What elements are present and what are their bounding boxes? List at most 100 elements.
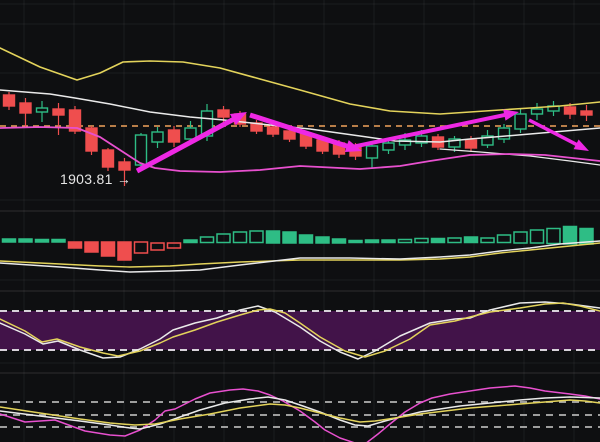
bull-histogram-bar	[463, 236, 479, 244]
bull-candle-body	[497, 127, 511, 140]
bear-candle-body	[167, 129, 181, 143]
bull-histogram-bar	[348, 239, 363, 244]
bear-candle-body	[19, 102, 32, 114]
bear-histogram-bar	[166, 242, 182, 249]
upper-band-line	[0, 47, 600, 115]
bear-candle-body	[563, 106, 577, 115]
bull-histogram-bar	[546, 227, 561, 245]
candle	[19, 98, 32, 128]
bear-candle-body	[101, 149, 115, 168]
bull-histogram-bar	[51, 238, 66, 243]
candle	[365, 143, 379, 168]
bull-histogram-bar	[265, 230, 281, 244]
mid-band-line	[0, 89, 600, 143]
bull-histogram-bar	[513, 231, 528, 244]
bull-histogram-bar	[298, 234, 314, 244]
candle	[217, 106, 230, 124]
bull-histogram-bar	[216, 233, 231, 244]
bear-candle-body	[52, 108, 65, 116]
bear-histogram-bar	[117, 241, 132, 261]
candle	[68, 106, 82, 134]
candle	[497, 124, 511, 143]
volume-pane[interactable]	[0, 225, 600, 273]
trend-arrow-up-2[interactable]	[351, 109, 519, 149]
candle	[151, 127, 164, 148]
pink-ma-line	[0, 126, 600, 173]
candle	[250, 120, 263, 134]
bull-candle-body	[382, 142, 395, 151]
bear-candle-body	[2, 94, 16, 107]
bear-histogram-bar	[133, 241, 149, 254]
kdj-pane[interactable]	[0, 385, 600, 442]
trend-arrow-down-2[interactable]	[528, 118, 589, 151]
osc-yellow	[0, 302, 600, 358]
bear-candle-body	[85, 127, 98, 152]
candle	[35, 101, 49, 122]
candle	[283, 128, 296, 142]
candle	[382, 139, 395, 154]
bull-histogram-bar	[18, 238, 33, 243]
trend-arrow-shaft	[528, 118, 580, 148]
kdj-d-yellow	[0, 399, 600, 426]
bear-candle-body	[266, 126, 280, 135]
bull-histogram-bar	[562, 225, 578, 245]
candle	[266, 124, 280, 137]
bull-candle-body	[481, 135, 494, 146]
trend-arrow-shaft	[249, 112, 351, 150]
trend-arrow-shaft	[351, 112, 508, 149]
candle	[580, 105, 593, 121]
price-pane[interactable]	[0, 47, 600, 186]
bull-candle-body	[514, 113, 527, 130]
bear-candle-body	[283, 130, 296, 140]
bull-histogram-bar	[199, 236, 215, 244]
bull-candle-body	[365, 145, 379, 159]
overbought-oversold-zone	[0, 311, 600, 350]
bull-histogram-bar	[1, 238, 17, 243]
kdj-k-white	[0, 396, 600, 430]
bull-candle-body	[530, 108, 544, 115]
trend-arrow-shaft	[135, 115, 237, 174]
trend-arrow-head	[503, 109, 519, 121]
bull-histogram-bar	[249, 230, 264, 244]
bull-histogram-bar	[496, 234, 512, 244]
kdj-j-pink	[0, 385, 600, 442]
lower-band-white-line	[439, 148, 600, 166]
bull-candle-body	[415, 135, 428, 144]
candle	[52, 103, 65, 135]
candle	[481, 130, 494, 148]
bear-histogram-bar	[67, 241, 83, 249]
price-annotation-label: 1903.81 →	[60, 171, 132, 187]
bull-histogram-bar	[282, 231, 297, 244]
bull-histogram-bar	[183, 239, 198, 244]
bull-candle-body	[398, 139, 412, 146]
candle	[530, 103, 544, 120]
candle	[85, 126, 98, 155]
bull-histogram-bar	[529, 229, 545, 244]
bull-histogram-bar	[480, 237, 495, 244]
candle	[118, 158, 131, 186]
bull-candle-body	[134, 134, 148, 166]
vol-ma-white	[0, 240, 600, 273]
candle	[514, 108, 527, 133]
bull-candle-body	[151, 131, 164, 143]
bull-histogram-bar	[34, 238, 50, 243]
trend-arrow-head	[573, 139, 589, 151]
bull-candle-body	[184, 127, 197, 140]
bear-candle-body	[68, 109, 82, 132]
trend-arrow-up-1[interactable]	[135, 112, 247, 174]
bull-histogram-bar	[447, 237, 462, 244]
oscillator-pane[interactable]	[0, 301, 600, 360]
bull-histogram-bar	[315, 236, 330, 244]
bull-histogram-bar	[397, 238, 413, 244]
bear-candle-body	[118, 161, 131, 171]
bull-candle-body	[448, 138, 461, 148]
candle	[448, 136, 461, 152]
bull-histogram-bar	[232, 231, 248, 244]
candle	[2, 92, 16, 110]
bear-candle-body	[580, 110, 593, 116]
trend-arrows-layer[interactable]	[135, 109, 589, 174]
bear-candle-body	[217, 109, 230, 118]
